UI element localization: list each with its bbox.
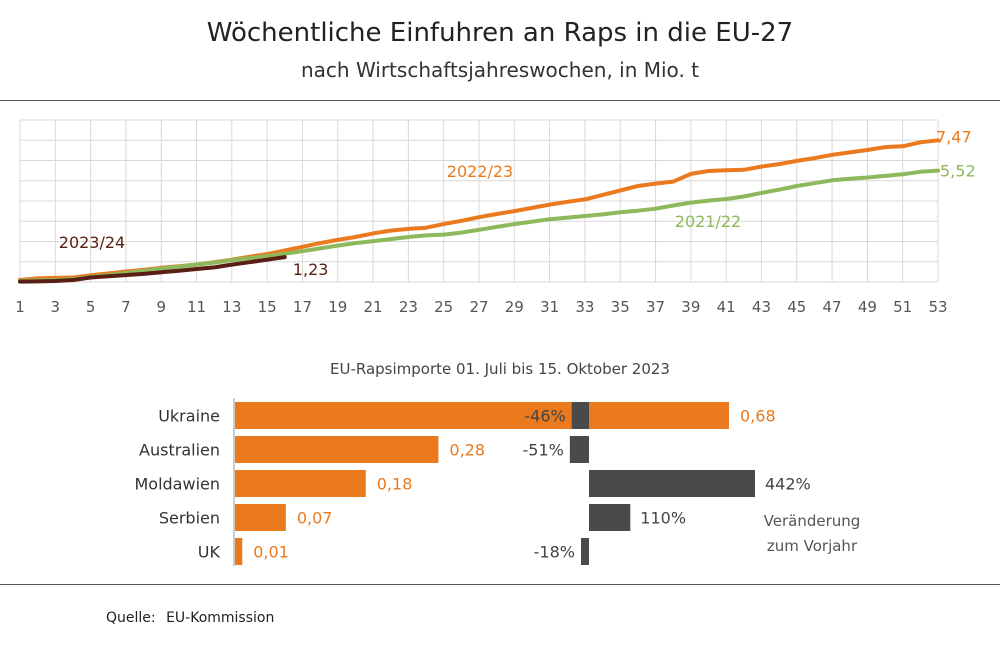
x-tick-label: 21 bbox=[364, 298, 383, 316]
import-bar bbox=[235, 436, 439, 463]
chart-subtitle: nach Wirtschaftsjahreswochen, in Mio. t bbox=[300, 58, 700, 82]
series-label-2022-23: 2022/23 bbox=[447, 162, 513, 181]
x-tick-label: 19 bbox=[328, 298, 347, 316]
series-line-2021-22 bbox=[18, 168, 940, 283]
import-value-label: 0,68 bbox=[740, 407, 776, 426]
x-tick-label: 3 bbox=[51, 298, 61, 316]
x-tick-label: 7 bbox=[121, 298, 131, 316]
x-tick-label: 43 bbox=[752, 298, 771, 316]
end-value-label-2023-24: 1,23 bbox=[293, 260, 329, 279]
end-value-label-2022-23: 7,47 bbox=[936, 127, 972, 146]
import-bar bbox=[235, 402, 729, 429]
x-tick-label: 25 bbox=[434, 298, 453, 316]
change-legend-line2: zum Vorjahr bbox=[767, 537, 858, 555]
source-label: Quelle: bbox=[106, 610, 156, 626]
x-tick-label: 23 bbox=[399, 298, 418, 316]
change-bar bbox=[569, 436, 589, 463]
chart-title: Wöchentliche Einfuhren an Raps in die EU… bbox=[206, 18, 794, 48]
x-tick-label: 31 bbox=[540, 298, 559, 316]
change-bar bbox=[589, 504, 631, 531]
bottom-divider bbox=[0, 584, 1000, 585]
import-value-label: 0,18 bbox=[377, 475, 413, 494]
category-label: Serbien bbox=[159, 509, 220, 528]
top-divider bbox=[0, 100, 1000, 101]
series-label-2023-24: 2023/24 bbox=[59, 233, 125, 252]
category-label: Australien bbox=[139, 441, 220, 460]
import-value-label: 0,28 bbox=[449, 441, 485, 460]
category-label: Ukraine bbox=[158, 407, 220, 426]
x-tick-label: 51 bbox=[893, 298, 912, 316]
x-tick-label: 35 bbox=[611, 298, 630, 316]
change-bar bbox=[571, 402, 589, 429]
change-value-label: 442% bbox=[765, 475, 811, 494]
x-tick-label: 5 bbox=[86, 298, 96, 316]
change-legend-line1: Veränderung bbox=[764, 512, 861, 530]
source-note: Quelle: EU-Kommission bbox=[106, 610, 274, 626]
x-tick-label: 41 bbox=[717, 298, 736, 316]
x-tick-label: 15 bbox=[258, 298, 277, 316]
bar-chart-title: EU-Rapsimporte 01. Juli bis 15. Oktober … bbox=[330, 360, 670, 378]
x-tick-label: 39 bbox=[681, 298, 700, 316]
series-label-2021-22: 2021/22 bbox=[675, 212, 741, 231]
x-tick-label: 27 bbox=[469, 298, 488, 316]
x-tick-label: 11 bbox=[187, 298, 206, 316]
change-bar bbox=[589, 470, 755, 497]
x-tick-label: 17 bbox=[293, 298, 312, 316]
change-value-label: 110% bbox=[640, 509, 686, 528]
import-bar bbox=[235, 538, 243, 565]
x-tick-label: 45 bbox=[787, 298, 806, 316]
x-tick-label: 1 bbox=[15, 298, 25, 316]
change-value-label: -51% bbox=[523, 441, 564, 460]
x-tick-label: 33 bbox=[575, 298, 594, 316]
x-tick-label: 13 bbox=[222, 298, 241, 316]
category-label: Moldawien bbox=[134, 475, 220, 494]
source-value: EU-Kommission bbox=[166, 610, 275, 626]
x-tick-label: 29 bbox=[505, 298, 524, 316]
series-line-2023-24 bbox=[18, 255, 287, 284]
import-value-label: 0,01 bbox=[253, 543, 289, 562]
change-bar bbox=[581, 538, 589, 565]
change-value-label: -46% bbox=[524, 407, 565, 426]
import-bar bbox=[235, 504, 286, 531]
change-value-label: -18% bbox=[534, 543, 575, 562]
category-label: UK bbox=[198, 543, 221, 562]
import-value-label: 0,07 bbox=[297, 509, 333, 528]
x-tick-label: 37 bbox=[646, 298, 665, 316]
end-value-label-2021-22: 5,52 bbox=[940, 162, 976, 181]
x-tick-label: 9 bbox=[156, 298, 166, 316]
import-bar bbox=[235, 470, 366, 497]
x-tick-label: 53 bbox=[928, 298, 947, 316]
x-tick-label: 47 bbox=[823, 298, 842, 316]
x-tick-label: 49 bbox=[858, 298, 877, 316]
